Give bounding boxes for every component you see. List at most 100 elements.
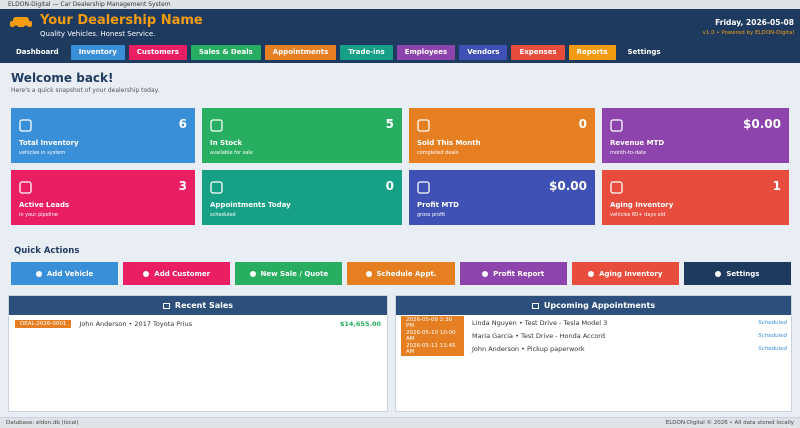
date-badge: 2026-05-09 2:30 PM (401, 315, 464, 330)
panel-title: Upcoming Appointments (543, 301, 656, 310)
nav-button[interactable]: Settings (619, 45, 669, 60)
action-button[interactable]: Settings (683, 262, 791, 285)
status-right: ELDON-Digital © 2026 • All data stored l… (665, 420, 794, 426)
nav-label: Trade-ins (348, 48, 385, 56)
card-icon (417, 179, 430, 194)
appointment-row[interactable]: 2026-05-11 11:45 AM John Anderson • Picku… (401, 341, 787, 356)
nav-label: Employees (404, 48, 448, 56)
card-note: available for sale (210, 150, 253, 156)
card-icon (210, 117, 223, 132)
stat-card[interactable]: $0.00 Profit MTD gross profit (409, 170, 595, 225)
stat-card[interactable]: 1 Aging Inventory vehicles 60+ days old (602, 170, 789, 225)
date: Friday, 2026-05-08 (715, 18, 794, 27)
card-value: 6 (178, 117, 187, 131)
icon (610, 119, 623, 132)
card-value: 5 (385, 117, 394, 131)
status-bar: Database: eldon.db (local) ELDON-Digital … (0, 417, 800, 428)
nav-button[interactable]: Sales & Deals (190, 45, 261, 60)
card-note: gross profit (417, 212, 446, 218)
nav-button[interactable]: Reports (568, 45, 616, 60)
nav-bar: Dashboard Inventory Customers Sales & Deals… (0, 42, 800, 63)
card-note: scheduled (210, 212, 236, 218)
card-icon (19, 179, 32, 194)
stat-card[interactable]: $0.00 Revenue MTD month-to-date (602, 108, 789, 163)
action-label: New Sale / Quote (260, 269, 329, 278)
action-label: Schedule Appt. (376, 269, 437, 278)
nav-button[interactable]: Customers (128, 45, 187, 60)
panel-header: Recent Sales (9, 296, 387, 315)
panel-icon (531, 302, 539, 309)
nav-button[interactable]: Dashboard (8, 45, 67, 60)
nav-button[interactable]: Vendors (459, 45, 508, 60)
action-icon (249, 270, 256, 277)
nav-button[interactable]: Inventory (70, 45, 125, 60)
appointment-row[interactable]: 2026-05-10 10:00 AM Maria Garcia • Test D… (401, 328, 787, 343)
card-note: in your pipeline (19, 212, 58, 218)
nav-button[interactable]: Employees (396, 45, 456, 60)
card-icon (19, 117, 32, 132)
welcome-subtitle: Here's a quick snapshot of your dealersh… (11, 87, 160, 94)
appointment-status: Scheduled (758, 345, 787, 352)
nav-button[interactable]: Appointments (264, 45, 337, 60)
recent-sales-panel: Recent Sales DEAL-2026-0001 John Anderson … (8, 295, 388, 412)
date-badge: 2026-05-11 11:45 AM (401, 341, 464, 356)
nav-label: Appointments (272, 48, 329, 56)
action-button[interactable]: Profit Report (459, 262, 567, 285)
action-icon (365, 270, 372, 277)
card-icon (610, 117, 623, 132)
sale-text: John Anderson • 2017 Toyota Prius (79, 319, 193, 328)
action-label: Settings (726, 269, 760, 278)
nav-button[interactable]: Trade-ins (340, 45, 393, 60)
action-icon (588, 270, 595, 277)
title-bar: ELDON-Digital — Car Dealership Managemen… (0, 0, 800, 9)
card-label: Profit MTD (417, 201, 459, 209)
action-icon (143, 270, 150, 277)
appointment-status: Scheduled (758, 319, 787, 326)
card-value: $0.00 (549, 179, 587, 193)
stat-card[interactable]: 5 In Stock available for sale (202, 108, 402, 163)
tagline: Quality Vehicles. Honest Service. (40, 30, 156, 38)
action-label: Add Vehicle (46, 269, 94, 278)
appointment-text: John Anderson • Pickup paperwork (472, 344, 585, 353)
panel-title: Recent Sales (174, 301, 234, 310)
icon (210, 119, 223, 132)
version: v1.0 • Powered by ELDON-Digital (702, 30, 794, 36)
stat-card[interactable]: 0 Sold This Month completed deals (409, 108, 595, 163)
card-icon (610, 179, 623, 194)
appointment-row[interactable]: 2026-05-09 2:30 PM Linda Nguyen • Test Dr… (401, 315, 787, 330)
card-value: $0.00 (743, 117, 781, 131)
card-value: 0 (385, 179, 394, 193)
appointment-text: Maria Garcia • Test Drive - Honda Accord (472, 331, 605, 340)
app-title: Your Dealership Name (40, 13, 203, 28)
action-button[interactable]: Add Vehicle (11, 262, 119, 285)
card-icon (417, 117, 430, 132)
icon (417, 181, 430, 194)
card-value: 1 (772, 179, 781, 193)
card-label: In Stock (210, 139, 243, 147)
stat-card[interactable]: 6 Total Inventory vehicles in system (11, 108, 195, 163)
action-button[interactable]: Aging Inventory (571, 262, 679, 285)
action-button[interactable]: New Sale / Quote (235, 262, 343, 285)
card-note: month-to-date (610, 150, 647, 156)
card-note: completed deals (417, 150, 459, 156)
action-button[interactable]: Schedule Appt. (347, 262, 455, 285)
sale-row[interactable]: DEAL-2026-0001 John Anderson • 2017 Toyot… (15, 318, 381, 329)
stat-card[interactable]: 0 Appointments Today scheduled (202, 170, 402, 225)
card-value: 0 (578, 117, 587, 131)
nav-label: Sales & Deals (198, 48, 253, 56)
stat-card[interactable]: 3 Active Leads in your pipeline (11, 170, 195, 225)
appointment-text: Linda Nguyen • Test Drive - Tesla Model … (472, 318, 608, 327)
car-icon (10, 17, 32, 31)
panel-icon (162, 302, 170, 309)
quick-actions-title: Quick Actions (14, 246, 80, 256)
appointments-panel: Upcoming Appointments 2026-05-09 2:30 PM L… (395, 295, 792, 412)
nav-label: Expenses (519, 48, 557, 56)
nav-label: Dashboard (16, 48, 59, 56)
card-label: Revenue MTD (610, 139, 665, 147)
card-label: Total Inventory (19, 139, 79, 147)
icon (210, 181, 223, 194)
nav-button[interactable]: Expenses (511, 45, 565, 60)
action-button[interactable]: Add Customer (123, 262, 231, 285)
logo-icon (10, 15, 32, 31)
